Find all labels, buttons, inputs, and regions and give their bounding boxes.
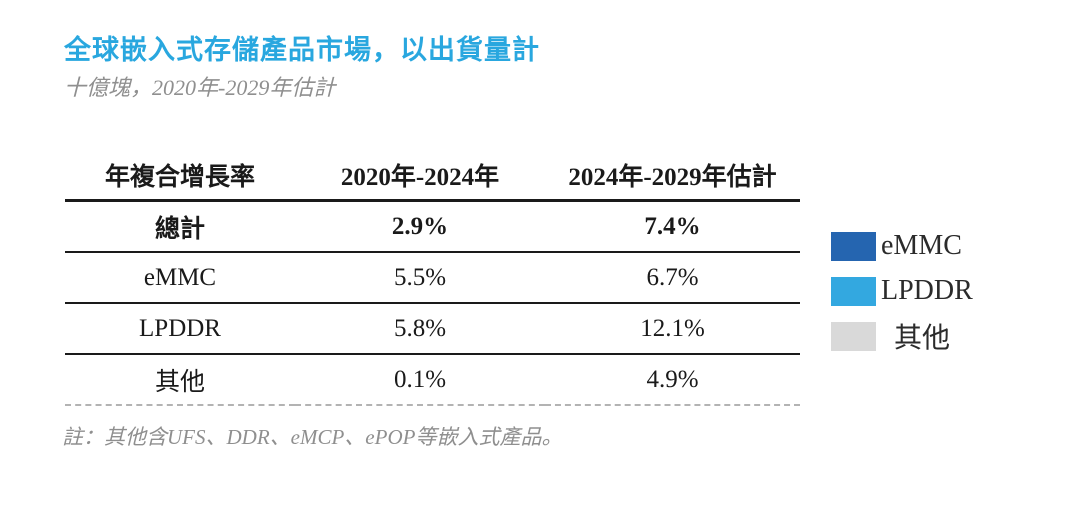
table-row-lpddr: LPDDR 5.8% 12.1% xyxy=(65,303,800,355)
table-row-other: 其他 0.1% 4.9% xyxy=(65,354,800,406)
emmc-swatch-icon xyxy=(831,231,876,261)
cell-value: 7.4% xyxy=(545,200,800,253)
legend-item-lpddr: LPDDR xyxy=(831,275,973,306)
cell-value: 5.8% xyxy=(295,303,545,355)
column-header-2024-2029e: 2024年-2029年估計 xyxy=(545,150,800,202)
row-label: 總計 xyxy=(65,200,295,253)
table-row-emmc: eMMC 5.5% 6.7% xyxy=(65,252,800,304)
cell-value: 6.7% xyxy=(545,252,800,304)
row-label: eMMC xyxy=(65,252,295,304)
table-header-row: 年複合增長率 2020年-2024年 2024年-2029年估計 xyxy=(65,150,800,202)
legend-label: eMMC xyxy=(881,230,962,261)
legend-item-other: 其他 xyxy=(831,321,973,354)
legend-item-emmc: eMMC xyxy=(831,230,973,261)
figure-title: 全球嵌入式存儲產品市場，以出貨量計 xyxy=(64,35,540,65)
cell-value: 12.1% xyxy=(545,303,800,355)
cell-value: 5.5% xyxy=(295,252,545,304)
cell-value: 2.9% xyxy=(295,200,545,253)
column-header-cagr: 年複合增長率 xyxy=(65,150,295,202)
row-label: LPDDR xyxy=(65,303,295,355)
other-swatch-icon xyxy=(831,321,876,351)
lpddr-swatch-icon xyxy=(831,276,876,306)
cagr-table: 年複合增長率 2020年-2024年 2024年-2029年估計 總計 2.9%… xyxy=(65,150,800,406)
figure-subtitle-units: 十億塊，2020年-2029年估計 xyxy=(64,75,336,100)
row-label: 其他 xyxy=(65,354,295,406)
column-header-2020-2024: 2020年-2024年 xyxy=(295,150,545,202)
legend: eMMC LPDDR 其他 xyxy=(831,230,973,354)
legend-label: LPDDR xyxy=(881,275,973,306)
cell-value: 0.1% xyxy=(295,354,545,406)
cell-value: 4.9% xyxy=(545,354,800,406)
legend-label: 其他 xyxy=(894,323,951,354)
table-row-total: 總計 2.9% 7.4% xyxy=(65,200,800,253)
footnote: 註：其他含UFS、DDR、eMCP、ePOP等嵌入式產品。 xyxy=(62,425,563,449)
